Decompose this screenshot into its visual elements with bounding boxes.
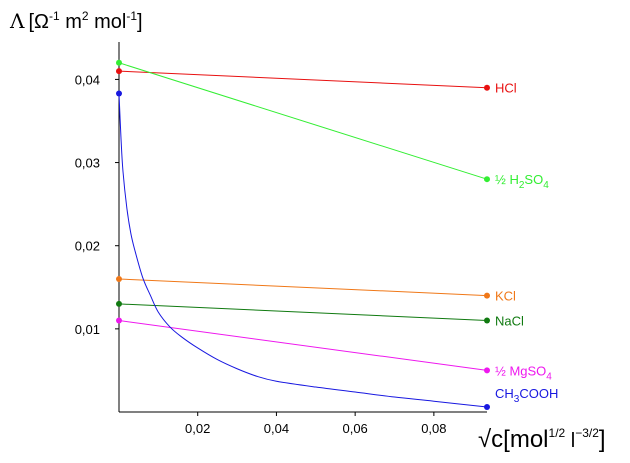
series-line-mgso4 bbox=[118, 320, 488, 371]
series-label-kcl: KCl bbox=[495, 289, 516, 304]
y-axis-title: Λ [Ω-1 m2 mol-1] bbox=[9, 9, 143, 33]
series-label-h2so4: ½ H2SO4 bbox=[495, 172, 549, 191]
data-point-mgso4 bbox=[116, 317, 122, 324]
series-label-nacl: NaCl bbox=[495, 314, 524, 329]
data-point-h2so4 bbox=[484, 176, 490, 183]
x-tick-label: 0,02 bbox=[185, 421, 210, 436]
x-tick-label: 0,08 bbox=[421, 421, 446, 436]
series-label-ch3cooh: CH3COOH bbox=[495, 386, 558, 405]
y-tick-label: 0,02 bbox=[75, 239, 100, 254]
series-line-ch3cooh bbox=[118, 93, 488, 408]
x-tick-label: 0,04 bbox=[264, 421, 289, 436]
data-point-h2so4 bbox=[116, 59, 122, 66]
data-point-mgso4 bbox=[484, 367, 490, 374]
y-tick-label: 0,04 bbox=[75, 72, 100, 87]
series-layer bbox=[116, 59, 490, 411]
data-point-nacl bbox=[484, 317, 490, 324]
series-line-hcl bbox=[118, 70, 488, 89]
series-label-hcl: HCl bbox=[495, 81, 517, 96]
data-point-ch3cooh bbox=[484, 404, 490, 411]
data-point-hcl bbox=[116, 68, 122, 75]
series-line-nacl bbox=[118, 303, 488, 322]
data-point-kcl bbox=[116, 275, 122, 282]
series-line-kcl bbox=[118, 278, 488, 297]
series-label-mgso4: ½ MgSO4 bbox=[495, 363, 552, 382]
data-point-kcl bbox=[484, 292, 490, 299]
y-tick-label: 0,03 bbox=[75, 156, 100, 171]
data-point-hcl bbox=[484, 84, 490, 91]
axis-ticks: 0,02 0,04 0,06 0,08 0,01 0,02 0,03 0,04 bbox=[75, 72, 447, 436]
data-point-ch3cooh bbox=[116, 90, 122, 97]
x-axis-title: √c[mol1/2 l−3/2] bbox=[478, 426, 606, 453]
series-labels: HCl ½ H2SO4 KCl NaCl ½ MgSO4 CH3COOH bbox=[495, 81, 558, 405]
x-tick-label: 0,06 bbox=[342, 421, 367, 436]
series-line-h2so4 bbox=[118, 62, 488, 180]
y-tick-label: 0,01 bbox=[75, 322, 100, 337]
data-point-nacl bbox=[116, 300, 122, 307]
